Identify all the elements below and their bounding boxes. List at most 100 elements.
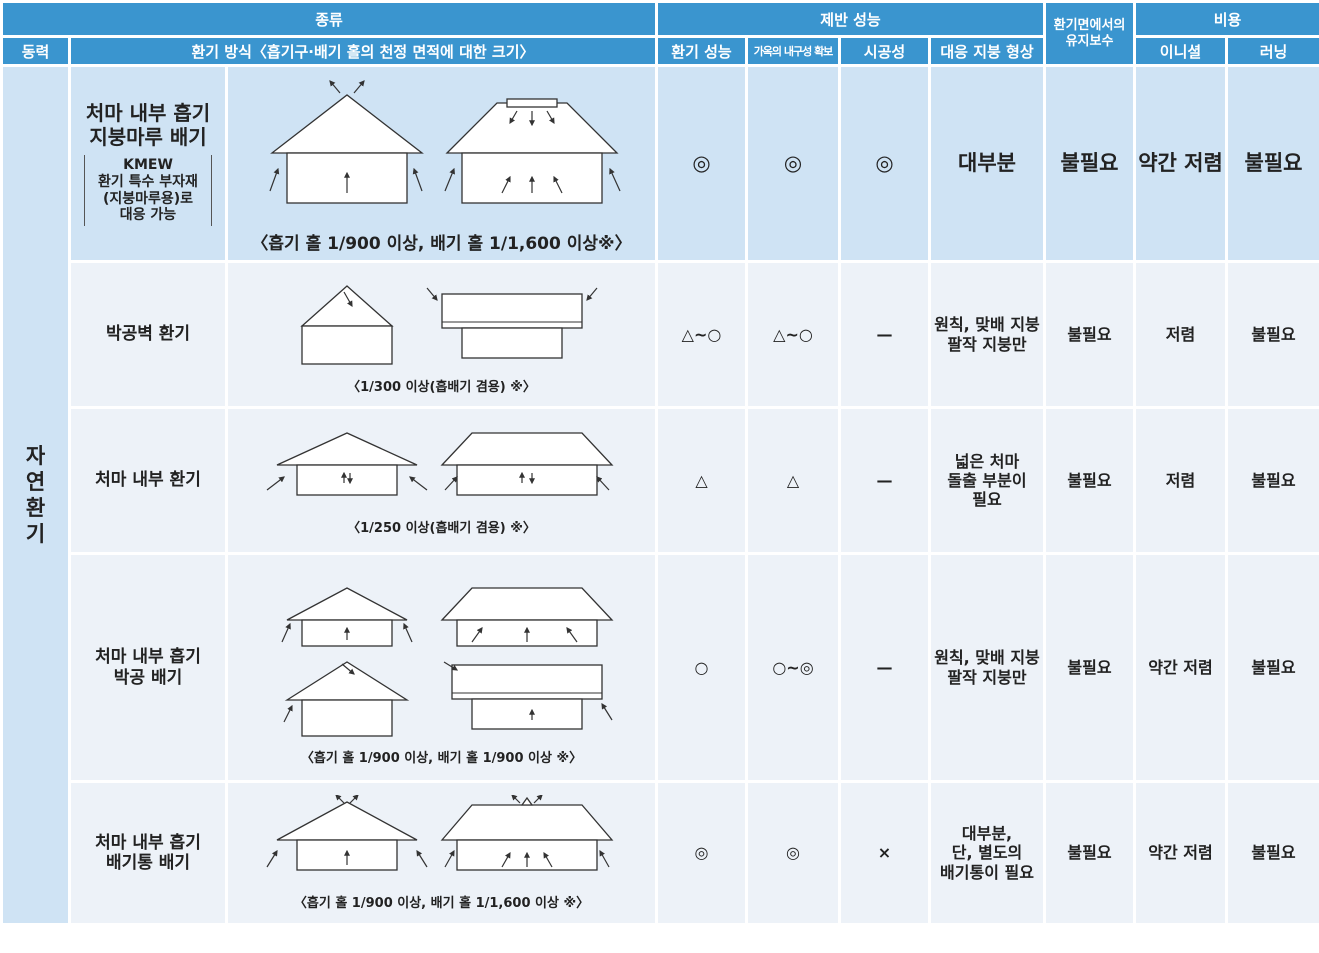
diagram-cell: 〈흡기 홀 1/900 이상, 배기 홀 1/1,600 이상 ※〉 bbox=[225, 780, 658, 926]
value: 불필요 bbox=[1067, 324, 1112, 344]
power-label: 자연 환기 bbox=[25, 443, 46, 547]
value: 약간 저렴 bbox=[1138, 150, 1223, 175]
header-cell: 가옥의 내구성 확보 bbox=[745, 35, 841, 67]
diagram-caption: 〈1/250 이상(흡배기 겸용) ※〉 bbox=[347, 521, 536, 536]
value: 넓은 처마 돌출 부분이 필요 bbox=[947, 451, 1027, 510]
value: 불필요 bbox=[1251, 657, 1296, 677]
value-cell: 약간 저렴 bbox=[1133, 64, 1228, 263]
method-name: 처마 내부 흡기 배기통 배기 bbox=[95, 832, 201, 873]
header-cell: 환기 성능 bbox=[655, 35, 748, 67]
diagram-cell: 〈1/250 이상(흡배기 겸용) ※〉 bbox=[225, 406, 658, 555]
value-cell: 저렴 bbox=[1133, 406, 1228, 555]
value-cell: 불필요 bbox=[1043, 64, 1136, 263]
value: 원칙, 맞배 지붕 팔작 지붕만 bbox=[934, 648, 1040, 687]
diagram-cell: 〈1/300 이상(흡배기 겸용) ※〉 bbox=[225, 260, 658, 409]
value: 약간 저렴 bbox=[1148, 657, 1213, 677]
value-cell: 저렴 bbox=[1133, 260, 1228, 409]
value: ◎ bbox=[786, 843, 800, 863]
value-cell: 대부분 bbox=[928, 64, 1046, 263]
value-cell: 불필요 bbox=[1043, 780, 1136, 926]
header-cell: 환기 방식〈흡기구·배기 홀의 천정 면적에 대한 크기〉 bbox=[68, 35, 658, 67]
value-cell: 대부분, 단, 별도의 배기통이 필요 bbox=[928, 780, 1046, 926]
value-cell: ◎ bbox=[655, 64, 748, 263]
value: 불필요 bbox=[1251, 843, 1296, 863]
diagram bbox=[228, 795, 655, 890]
value-cell: 불필요 bbox=[1224, 64, 1319, 263]
diagram-caption: 〈흡기 홀 1/900 이상, 배기 홀 1/1,600 이상※〉 bbox=[251, 234, 632, 254]
value-cell: △~○ bbox=[655, 260, 748, 409]
method-note: KMEW 환기 특수 부자재 (지붕마루용)로 대응 가능 bbox=[84, 154, 212, 227]
value: ◎ bbox=[875, 150, 894, 175]
diagram-cell: 〈흡기 홀 1/900 이상, 배기 홀 1/1,600 이상※〉 bbox=[225, 64, 658, 263]
method-name-cell: 처마 내부 환기 bbox=[68, 406, 228, 555]
table-row: 처마 내부 환기 〈1/250 이상(흡배기 겸용) ※〉 △ △ — 넓은 처마 돌출 … bbox=[2, 406, 1319, 555]
value: △~○ bbox=[773, 324, 813, 344]
method-name: 박공벽 환기 bbox=[105, 324, 191, 345]
value: — bbox=[876, 324, 893, 344]
value: ◎ bbox=[783, 150, 803, 175]
diagram-caption: 〈흡기 홀 1/900 이상, 배기 홀 1/1,600 이상 ※〉 bbox=[293, 896, 590, 911]
value: — bbox=[876, 470, 893, 490]
header-cell: 종류 bbox=[0, 0, 658, 38]
header-cell: 동력 bbox=[0, 35, 71, 67]
value-cell: 넓은 처마 돌출 부분이 필요 bbox=[928, 406, 1046, 555]
value: 불필요 bbox=[1060, 150, 1119, 175]
header-cell: 이니셜 bbox=[1133, 35, 1228, 67]
header-cell: 대응 지붕 형상 bbox=[928, 35, 1046, 67]
header-cell: 시공성 bbox=[838, 35, 931, 67]
value-cell: 원칙, 맞배 지붕 팔작 지붕만 bbox=[928, 260, 1046, 409]
table-row: 박공벽 환기 〈1/300 이상(흡배기 겸용) ※〉 △~○ △~○ — 원칙, 맞배 … bbox=[2, 260, 1319, 409]
value: △ bbox=[786, 470, 800, 490]
value: — bbox=[876, 657, 893, 677]
table-row: 자연 환기 처마 내부 흡기 지붕마루 배기 KMEW 환기 특수 부자재 (지붕마… bbox=[0, 64, 1319, 926]
value: 불필요 bbox=[1067, 470, 1112, 490]
value: △~○ bbox=[681, 324, 722, 344]
value: 대부분 bbox=[958, 150, 1016, 175]
method-name-cell: 처마 내부 흡기 박공 배기 bbox=[68, 552, 228, 783]
value: 불필요 bbox=[1244, 150, 1303, 175]
diagram-caption: 〈흡기 홀 1/900 이상, 배기 홀 1/900 이상 ※〉 bbox=[300, 750, 583, 766]
diagram bbox=[228, 570, 655, 745]
value-cell: 불필요 bbox=[1043, 260, 1136, 409]
value-cell: — bbox=[838, 406, 931, 555]
value-cell: ◎ bbox=[745, 64, 841, 263]
table-row: 처마 내부 흡기 배기통 배기 〈흡기 홀 1/900 이상, 배기 홀 1/1,… bbox=[2, 780, 1319, 926]
value-cell: ◎ bbox=[838, 64, 931, 263]
method-name: 처마 내부 흡기 지붕마루 배기 bbox=[85, 100, 211, 149]
table-row: 처마 내부 흡기 박공 배기 〈흡기 홀 1/900 이상, 배기 홀 1/900… bbox=[2, 552, 1319, 783]
house-diagram bbox=[266, 432, 614, 496]
value-cell: △ bbox=[745, 406, 841, 555]
value-cell: 불필요 bbox=[1224, 406, 1319, 555]
diagram bbox=[228, 425, 655, 515]
value: 약간 저렴 bbox=[1148, 843, 1213, 863]
house-diagram bbox=[280, 586, 614, 737]
header-cell: 비용 bbox=[1132, 0, 1319, 38]
value-cell: 약간 저렴 bbox=[1133, 780, 1228, 926]
header-cell: 제반 성능 bbox=[655, 0, 1046, 38]
value: ◎ bbox=[692, 150, 711, 175]
diagram bbox=[228, 274, 655, 374]
value-cell: 약간 저렴 bbox=[1133, 552, 1228, 783]
value-cell: ○~◎ bbox=[745, 552, 841, 783]
house-diagram bbox=[265, 795, 613, 871]
value: 불필요 bbox=[1067, 657, 1112, 677]
method-name-cell: 처마 내부 흡기 지붕마루 배기 KMEW 환기 특수 부자재 (지붕마루용)로 … bbox=[68, 64, 228, 263]
header-cell: 러닝 bbox=[1224, 35, 1319, 67]
method-name-cell: 처마 내부 흡기 배기통 배기 bbox=[68, 780, 228, 926]
method-name: 처마 내부 흡기 박공 배기 bbox=[95, 647, 201, 688]
value-cell: ○ bbox=[655, 552, 748, 783]
header-row: 종류 제반 성능 환기면에서의 유지보수 비용 bbox=[0, 0, 1319, 67]
value-cell: 원칙, 맞배 지붕 팔작 지붕만 bbox=[928, 552, 1046, 783]
house-diagram bbox=[299, 285, 597, 365]
value: 저렴 bbox=[1165, 324, 1196, 344]
value: 불필요 bbox=[1067, 843, 1112, 863]
method-name: 처마 내부 환기 bbox=[95, 470, 201, 491]
header-row: 동력 환기 방식〈흡기구·배기 홀의 천정 면적에 대한 크기〉 환기 성능 가… bbox=[0, 35, 1319, 67]
value-cell: 불필요 bbox=[1043, 406, 1136, 555]
value-cell: 불필요 bbox=[1224, 780, 1319, 926]
diagram-caption: 〈1/300 이상(흡배기 겸용) ※〉 bbox=[347, 380, 536, 395]
value-cell: — bbox=[838, 260, 931, 409]
value: ○ bbox=[694, 657, 709, 677]
